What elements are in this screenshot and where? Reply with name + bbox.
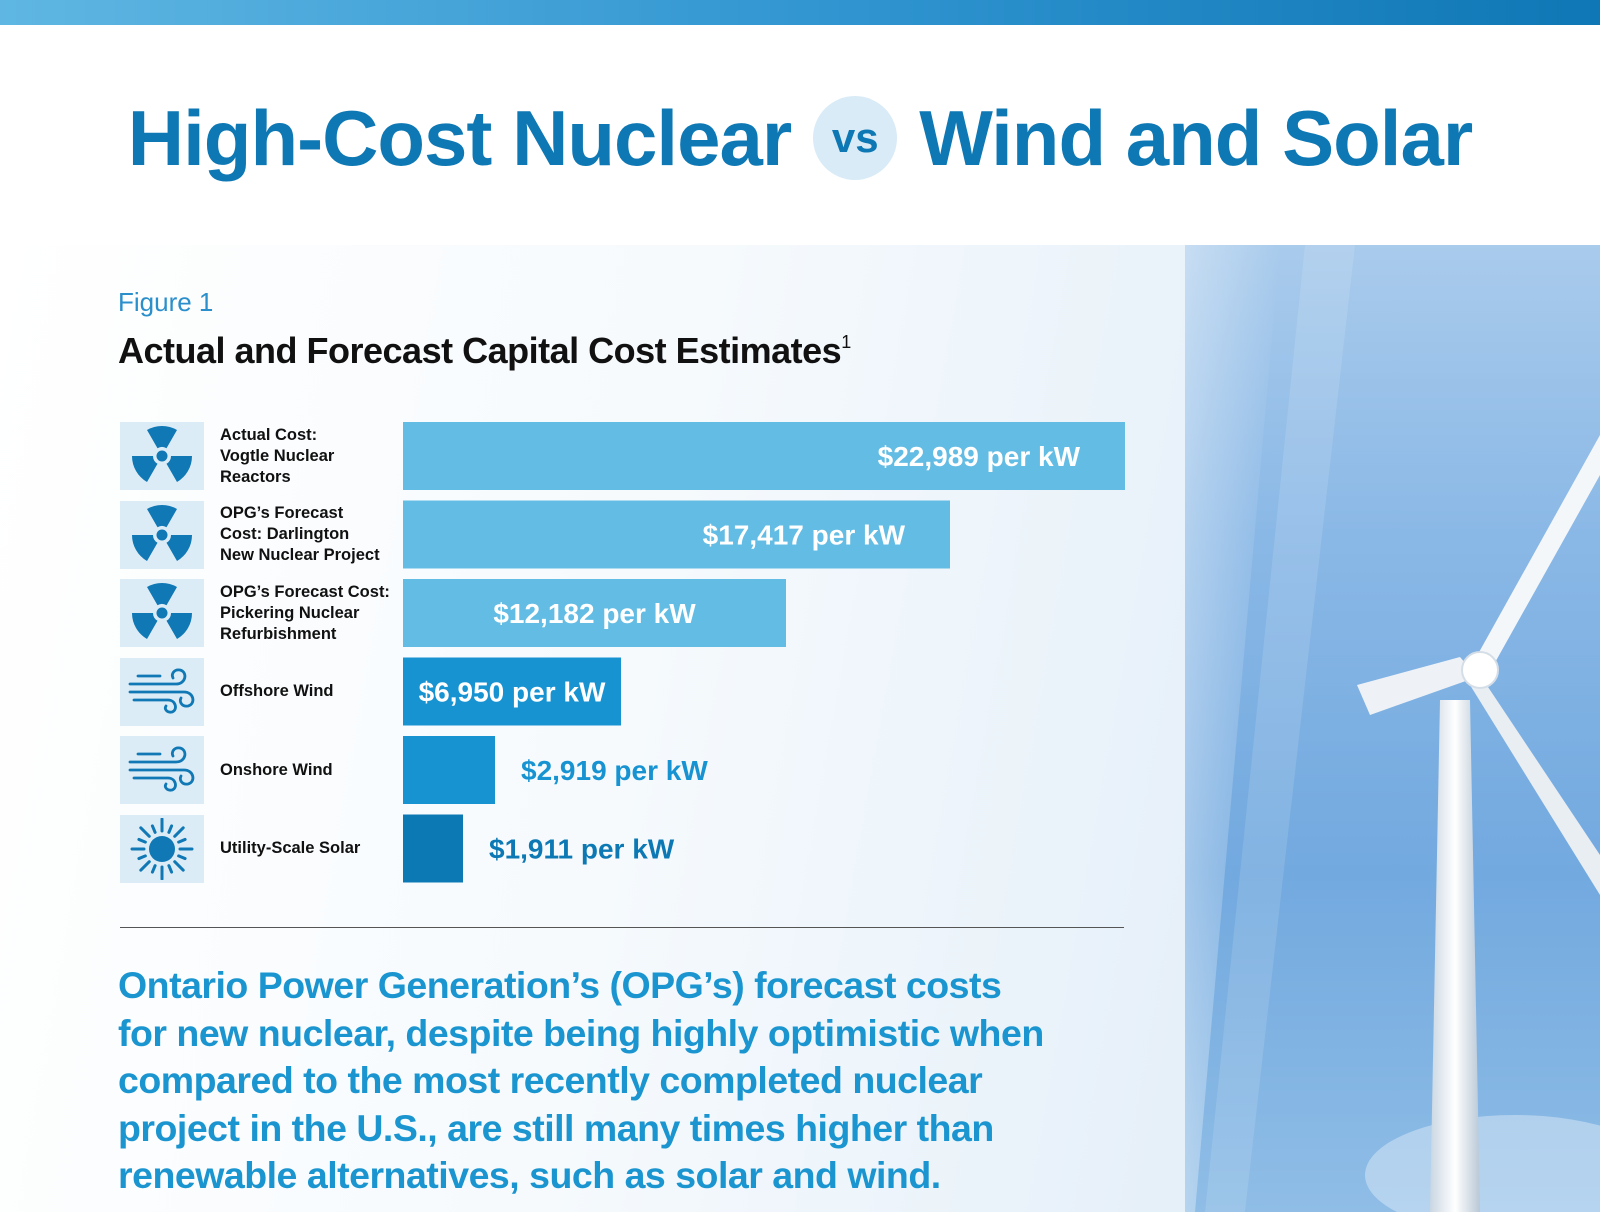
- title-right: Wind and Solar: [919, 93, 1473, 182]
- radiation-icon: [132, 583, 192, 639]
- wind-icon: [128, 667, 195, 714]
- bar-4: [403, 736, 495, 804]
- data-label-4: $2,919 per kW: [521, 755, 708, 786]
- wind-turbine-icon: [1185, 245, 1600, 1212]
- figure-label: Figure 1: [118, 287, 214, 317]
- page-title: High-Cost Nuclear vs Wind and Solar: [0, 88, 1600, 188]
- data-label-3: $6,950 per kW: [419, 677, 606, 708]
- footnote-marker: 1: [841, 332, 851, 352]
- title-left: High-Cost Nuclear: [127, 93, 792, 182]
- icon-box-0: [120, 422, 204, 490]
- category-label-text: OPG’s Forecast Cost: Pickering Nuclear Ref…: [220, 582, 390, 645]
- data-label-2: $12,182 per kW: [493, 598, 696, 629]
- category-line: Cost: Darlington: [220, 525, 350, 543]
- category-line: Utility-Scale Solar: [220, 839, 361, 857]
- category-line: OPG’s Forecast: [220, 504, 344, 522]
- bar-3: [403, 657, 621, 726]
- chart-divider: [120, 927, 1124, 928]
- category-label-1: OPG’s Forecast Cost: Darlington New Nuclea…: [220, 501, 400, 569]
- icon-box-1: [120, 500, 204, 569]
- icon-box-4: [120, 736, 204, 804]
- category-line: Vogtle Nuclear: [220, 446, 335, 465]
- category-label-text: Onshore Wind: [220, 760, 333, 781]
- category-line: Reactors: [220, 467, 291, 486]
- vs-badge: vs: [813, 96, 898, 180]
- bar-5: [403, 814, 463, 883]
- category-line: OPG’s Forecast Cost:: [220, 582, 390, 601]
- wind-turbine-photo: [1185, 245, 1600, 1212]
- top-accent-bar: [0, 0, 1600, 25]
- category-line: Onshore Wind: [220, 760, 333, 779]
- category-label-4: Onshore Wind: [220, 736, 400, 804]
- category-label-text: Actual Cost: Vogtle Nuclear Reactors: [220, 425, 334, 488]
- data-label-1: $17,417 per kW: [703, 520, 906, 551]
- data-label-0: $22,989 per kW: [878, 441, 1081, 472]
- category-label-5: Utility-Scale Solar: [220, 815, 400, 883]
- figure-title-text: Actual and Forecast Capital Cost Estimat…: [118, 330, 842, 371]
- sun-icon: [130, 817, 194, 880]
- wind-icon: [128, 746, 195, 792]
- bar-0: [403, 422, 1125, 490]
- bar-1: [403, 500, 950, 569]
- icon-box-2: [120, 579, 204, 647]
- icon-box-3: [120, 657, 204, 726]
- category-line: Refurbishment: [220, 624, 337, 643]
- figure-title: Actual and Forecast Capital Cost Estimat…: [118, 330, 851, 372]
- category-label-text: Offshore Wind: [220, 681, 334, 702]
- radiation-icon: [132, 504, 192, 561]
- category-label-3: Offshore Wind: [220, 658, 400, 726]
- bar-2: [403, 579, 786, 647]
- icon-box-5: [120, 814, 204, 883]
- radiation-icon: [132, 426, 192, 482]
- category-label-text: OPG’s Forecast Cost: Darlington New Nuclea…: [220, 503, 380, 566]
- category-label-0: Actual Cost: Vogtle Nuclear Reactors: [220, 422, 400, 490]
- category-line: Offshore Wind: [220, 682, 334, 700]
- chart-panel: [0, 245, 1600, 1212]
- data-label-5: $1,911 per kW: [489, 834, 675, 865]
- category-line: New Nuclear Project: [220, 546, 380, 564]
- caption-text: Ontario Power Generation’s (OPG’s) forec…: [118, 964, 1044, 1196]
- category-label-text: Utility-Scale Solar: [220, 838, 360, 859]
- category-line: Pickering Nuclear: [220, 603, 360, 622]
- category-line: Actual Cost:: [220, 425, 318, 444]
- category-label-2: OPG’s Forecast Cost: Pickering Nuclear Ref…: [220, 579, 400, 647]
